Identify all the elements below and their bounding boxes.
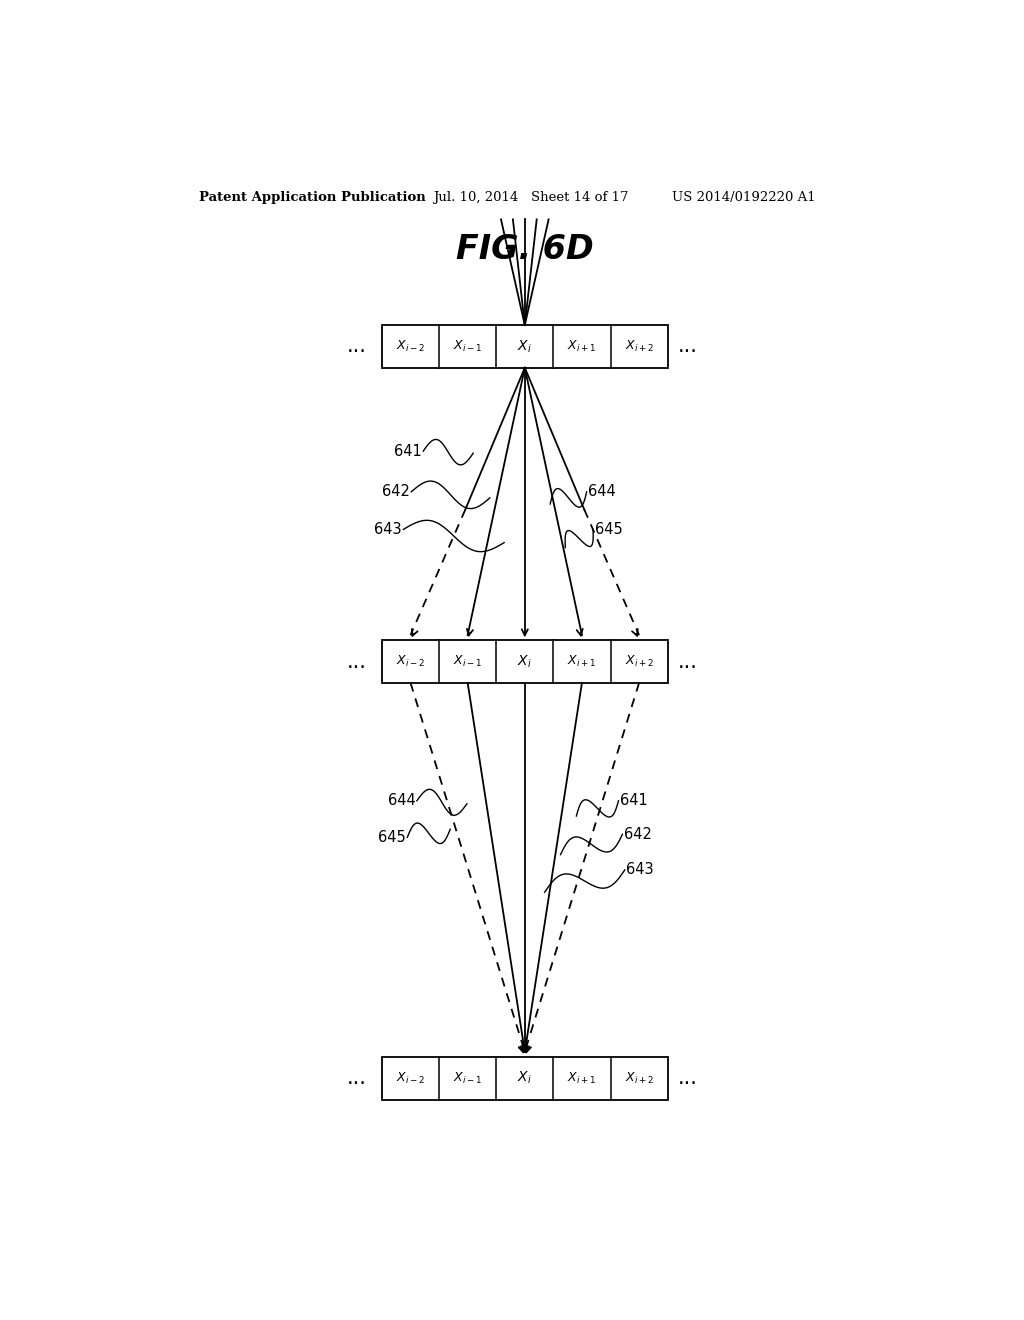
- Text: ...: ...: [678, 337, 697, 356]
- Text: ...: ...: [346, 652, 367, 672]
- Text: ...: ...: [346, 1068, 367, 1088]
- Text: 644: 644: [387, 793, 416, 808]
- Text: $X_{i-1}$: $X_{i-1}$: [454, 653, 482, 669]
- Text: $X_{i-1}$: $X_{i-1}$: [454, 339, 482, 354]
- Text: 642: 642: [624, 826, 652, 842]
- Text: 645: 645: [595, 521, 623, 537]
- Bar: [382, 640, 668, 682]
- Text: 643: 643: [374, 521, 401, 537]
- Text: $X_{i-2}$: $X_{i-2}$: [396, 339, 425, 354]
- Bar: [382, 1057, 668, 1100]
- Text: $X_{i-2}$: $X_{i-2}$: [396, 653, 425, 669]
- Text: Patent Application Publication: Patent Application Publication: [200, 190, 426, 203]
- Text: $X_{i-1}$: $X_{i-1}$: [454, 1071, 482, 1086]
- Text: $X_i$: $X_i$: [517, 653, 532, 669]
- Text: $X_i$: $X_i$: [517, 1071, 532, 1086]
- Text: $X_{i+1}$: $X_{i+1}$: [567, 653, 596, 669]
- Text: US 2014/0192220 A1: US 2014/0192220 A1: [672, 190, 815, 203]
- Text: $X_{i-2}$: $X_{i-2}$: [396, 1071, 425, 1086]
- Text: $X_i$: $X_i$: [517, 338, 532, 355]
- Text: ...: ...: [346, 337, 367, 356]
- Text: $X_{i+2}$: $X_{i+2}$: [625, 339, 653, 354]
- Text: 645: 645: [378, 830, 406, 845]
- Text: 644: 644: [588, 484, 616, 499]
- Text: 641: 641: [394, 444, 422, 458]
- Bar: [382, 325, 668, 368]
- Text: Jul. 10, 2014   Sheet 14 of 17: Jul. 10, 2014 Sheet 14 of 17: [433, 190, 629, 203]
- Text: 642: 642: [382, 484, 410, 499]
- Text: $X_{i+1}$: $X_{i+1}$: [567, 339, 596, 354]
- Text: 641: 641: [620, 793, 648, 808]
- Text: $X_{i+2}$: $X_{i+2}$: [625, 653, 653, 669]
- Text: FIG. 6D: FIG. 6D: [456, 234, 594, 267]
- Text: 643: 643: [627, 862, 654, 878]
- Text: ...: ...: [678, 1068, 697, 1088]
- Text: $X_{i+2}$: $X_{i+2}$: [625, 1071, 653, 1086]
- Text: ...: ...: [678, 652, 697, 672]
- Text: $X_{i+1}$: $X_{i+1}$: [567, 1071, 596, 1086]
